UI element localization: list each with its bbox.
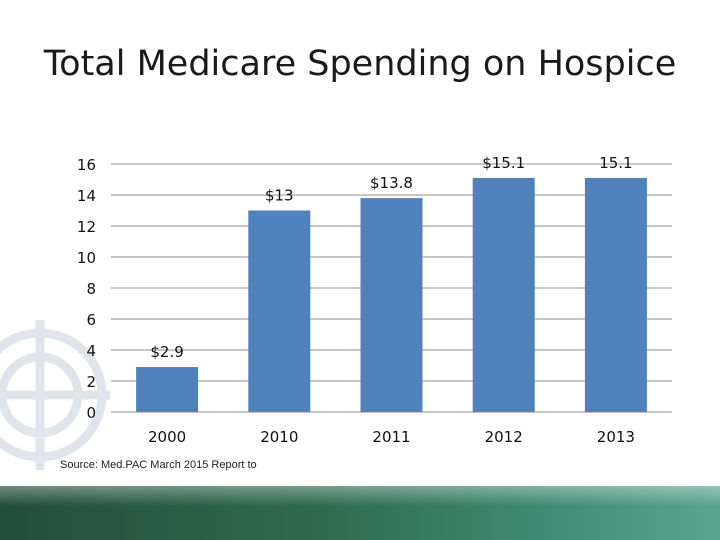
logo-watermark-icon bbox=[0, 320, 110, 470]
y-tick-label: 6 bbox=[86, 311, 96, 329]
x-tick-label: 2012 bbox=[485, 428, 523, 446]
data-label: $13.8 bbox=[370, 174, 413, 192]
source-note: Source: Med.PAC March 2015 Report to bbox=[60, 459, 257, 471]
x-tick-label: 2000 bbox=[148, 428, 186, 446]
y-tick-label: 12 bbox=[77, 218, 96, 236]
y-tick-label: 8 bbox=[86, 280, 96, 298]
x-tick-label: 2013 bbox=[597, 428, 635, 446]
y-tick-label: 10 bbox=[77, 249, 96, 267]
footer-band bbox=[0, 486, 720, 540]
slide-title: Total Medicare Spending on Hospice bbox=[43, 44, 677, 84]
data-label: $13 bbox=[265, 187, 294, 205]
y-tick-labels: 0 2 4 6 8 10 12 14 16 bbox=[77, 156, 96, 422]
y-tick-label: 16 bbox=[77, 156, 96, 174]
y-tick-label: 2 bbox=[86, 373, 96, 391]
bar bbox=[136, 367, 199, 412]
footer-highlight bbox=[0, 486, 720, 506]
bars bbox=[136, 177, 647, 412]
bar bbox=[584, 177, 647, 412]
data-label: $15.1 bbox=[482, 154, 525, 172]
y-tick-label: 14 bbox=[77, 187, 96, 205]
data-label: $2.9 bbox=[150, 343, 183, 361]
data-labels: $2.9 $13 $13.8 $15.1 15.1 bbox=[150, 154, 632, 361]
x-tick-label: 2011 bbox=[372, 428, 410, 446]
data-label: 15.1 bbox=[599, 154, 632, 172]
x-tick-label: 2010 bbox=[260, 428, 298, 446]
x-tick-labels: 2000 2010 2011 2012 2013 bbox=[148, 428, 635, 446]
bar bbox=[248, 210, 311, 412]
bar bbox=[360, 198, 423, 412]
y-tick-label: 0 bbox=[86, 404, 96, 422]
bar bbox=[472, 177, 535, 412]
y-tick-label: 4 bbox=[86, 342, 96, 360]
